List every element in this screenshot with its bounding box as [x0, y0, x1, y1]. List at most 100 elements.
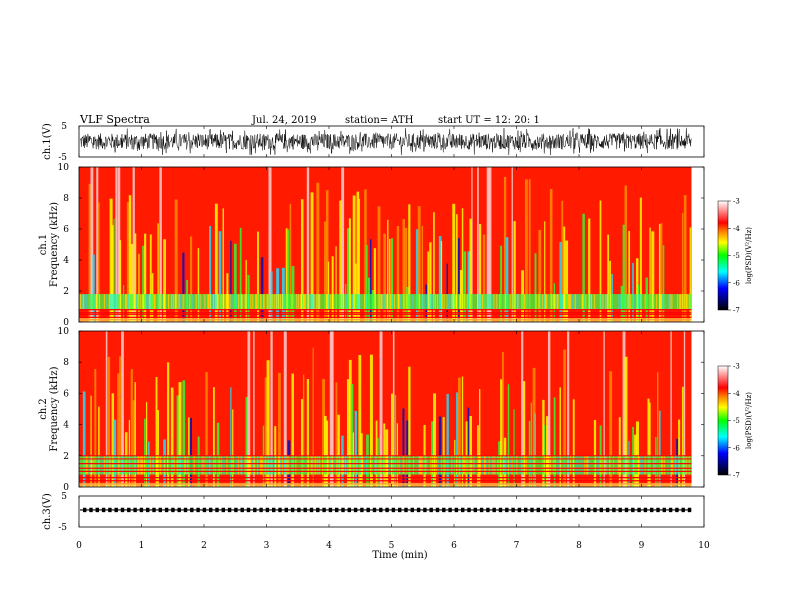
spectrogram-lowband-cell: [464, 294, 466, 310]
spectrogram-lowband-cell: [436, 455, 439, 475]
spectrogram-lowband-cell: [487, 455, 489, 475]
spectrogram-lowband-cell: [111, 455, 113, 475]
waveform-pulse: [347, 507, 351, 513]
spectrogram-lowband-cell: [358, 294, 360, 310]
spectrogram-lowband-cell: [474, 294, 476, 310]
spectrogram-lowband-cell: [660, 294, 663, 310]
spectrogram-streak: [218, 231, 222, 322]
spectrogram-lowband-cell: [449, 294, 451, 310]
colorbar-tick-label: -5: [733, 417, 740, 425]
spectrogram-lowband-cell: [679, 455, 681, 475]
spectrogram-lowband-cell: [625, 294, 627, 310]
spectrogram-lowband-cell: [435, 455, 438, 475]
spectrogram-lowband-cell: [507, 455, 510, 475]
spectrogram-lowband-cell: [409, 294, 411, 310]
spectrogram-lowband-cell: [575, 294, 577, 310]
spectrogram-lowband-cell: [324, 294, 326, 310]
spectrogram-lowband-cell: [689, 294, 691, 310]
spectrogram-lowband-cell: [79, 455, 82, 475]
spectrogram-lowband-cell: [296, 294, 298, 310]
spectrogram-lowband-cell: [129, 455, 131, 475]
spectrogram-lowband-cell: [639, 294, 642, 310]
spectrogram-lowband-cell: [462, 455, 465, 475]
spectrogram-streak: [681, 213, 684, 322]
spectrogram-streak: [111, 225, 114, 322]
spectrogram-lowband-cell: [459, 294, 462, 310]
spectrogram-lowband-cell: [500, 455, 502, 475]
spectrogram-lowband-cell: [125, 294, 128, 310]
spectrogram-streak: [92, 254, 95, 322]
spectrogram-lowband-cell: [198, 294, 200, 310]
spectrogram-lowband-cell: [274, 294, 276, 310]
y-tick-label: 0: [63, 483, 69, 493]
spectrogram-streak: [678, 419, 681, 487]
spectrogram-lowband-cell: [313, 294, 315, 310]
spectrogram-streak: [628, 230, 631, 322]
spectrogram-lowband-cell: [242, 294, 244, 310]
spectrogram-lowband-cell: [262, 455, 265, 475]
spectrogram-streak: [377, 206, 381, 322]
spectrogram-lowband-cell: [634, 455, 636, 475]
spectrogram-lowband-cell: [545, 455, 547, 475]
spectrogram-lowband-cell: [615, 455, 618, 475]
spectrogram-lowband-cell: [450, 294, 452, 310]
spectrogram-streak: [662, 245, 665, 322]
spectrogram-lowband-cell: [228, 294, 230, 310]
spectrogram-lowband-cell: [480, 455, 482, 475]
spectrogram-lowband-cell: [90, 294, 92, 310]
spectrogram-lowband-cell: [463, 294, 465, 310]
spectrogram-lowband-cell: [324, 294, 327, 310]
spectrogram-lowband-cell: [434, 294, 436, 310]
spectrogram-lowband-cell: [252, 455, 254, 475]
spectrogram-lowband-cell: [623, 455, 625, 475]
spectrogram-streak: [429, 242, 432, 322]
spectrogram-lowband-cell: [135, 294, 137, 310]
spectrogram-lowband-cell: [263, 294, 265, 310]
waveform-pulse: [353, 507, 358, 513]
spectrogram-lowband-cell: [185, 294, 187, 310]
spectrogram-lowband-cell: [224, 455, 226, 475]
spectrogram-lowband-cell: [650, 294, 652, 310]
spectrogram-lowband-cell: [337, 455, 339, 475]
spectrogram-lowband-cell: [264, 455, 266, 475]
spectrogram-lowband-cell: [223, 455, 225, 475]
spectrogram-lowband-cell: [237, 455, 240, 475]
spectrogram-lowband-cell: [232, 294, 234, 310]
spectrogram-streak: [278, 372, 281, 487]
spectrogram-lowband-cell: [328, 455, 331, 475]
spectrogram-lowband-cell: [159, 455, 161, 475]
spectrogram-lowband-cell: [422, 294, 424, 310]
spectrogram-streak: [130, 244, 134, 322]
spectrogram-lowband-cell: [673, 455, 675, 475]
spectrogram-streak: [599, 200, 602, 322]
spectrogram-lowband-cell: [271, 294, 273, 310]
spectrogram-lowband-cell: [460, 455, 463, 475]
spectrogram-lowband-cell: [80, 455, 83, 475]
spectrogram-lowband-cell: [119, 294, 121, 310]
spectrogram-lowband-cell: [441, 294, 443, 310]
spectrogram-lowband-cell: [114, 455, 116, 475]
spectrogram-lowband-cell: [113, 294, 115, 310]
spectrogram-lowband-cell: [194, 294, 197, 310]
waveform-pulse: [89, 507, 93, 513]
spectrogram-lowband-cell: [367, 294, 369, 310]
spectrogram-lowband-cell: [230, 294, 232, 310]
spectrogram-lowband-cell: [439, 455, 442, 475]
spectrogram-streak: [287, 229, 290, 322]
spectrogram-lowband-cell: [184, 455, 186, 475]
spectrogram-lowband-cell: [360, 455, 362, 475]
spectrogram-lowband-cell: [663, 455, 666, 475]
spectrogram-lowband-cell: [543, 294, 545, 310]
spectrogram-lowband-cell: [336, 455, 338, 475]
spectrogram-lowband-cell: [192, 455, 195, 475]
spectrogram-streak: [214, 203, 218, 322]
spectrogram-streak: [354, 410, 357, 487]
spectrogram-lowband-cell: [92, 455, 94, 475]
spectrogram-lowband-cell: [501, 455, 503, 475]
spectrogram-lowband-cell: [279, 294, 282, 310]
spectrogram-lowband-cell: [427, 294, 429, 310]
spectrogram-lowband-cell: [589, 294, 591, 310]
spectrogram-lowband-cell: [567, 294, 569, 310]
spectrogram-lowband-cell: [634, 294, 636, 310]
spectrogram-lowband-cell: [249, 294, 251, 310]
